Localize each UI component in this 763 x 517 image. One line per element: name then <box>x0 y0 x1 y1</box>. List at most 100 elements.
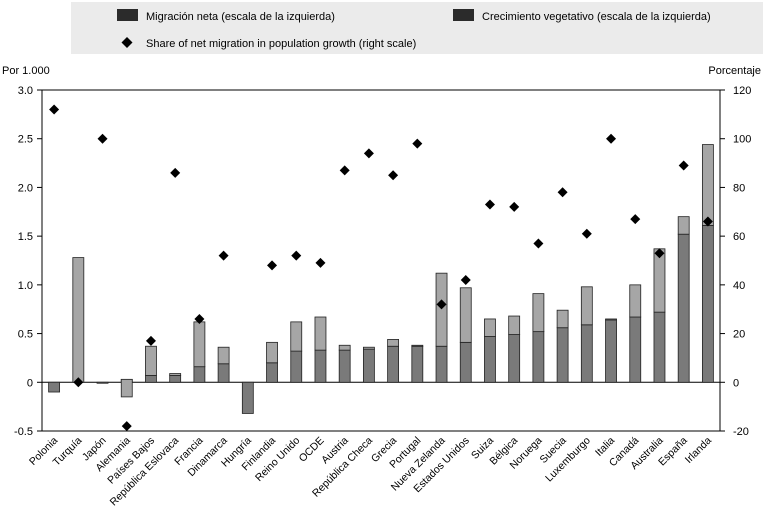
bar-net-migration <box>411 345 424 383</box>
bar-natural-increase <box>72 257 85 383</box>
bar-natural-increase <box>677 216 690 235</box>
bar-natural-increase <box>145 345 157 376</box>
share-marker <box>606 133 617 144</box>
share-marker <box>412 138 423 149</box>
bar-natural-increase <box>580 286 593 326</box>
bar-net-migration <box>508 334 521 383</box>
share-marker <box>315 257 326 268</box>
bar-natural-increase <box>96 381 109 384</box>
bar-natural-increase <box>169 373 182 376</box>
right-tick-label: -20 <box>733 426 749 438</box>
bar-natural-increase <box>701 144 714 226</box>
share-marker <box>702 216 713 227</box>
bar-natural-increase <box>508 315 521 335</box>
left-tick-label: 1.0 <box>18 280 33 292</box>
bar-net-migration <box>314 349 327 383</box>
bar-net-migration <box>653 311 666 383</box>
right-tick-label: 60 <box>733 231 745 243</box>
left-tick-label: 2.0 <box>18 182 33 194</box>
legend: Migración neta (escala de la izquierda) … <box>71 2 763 54</box>
bar-natural-increase <box>217 346 230 365</box>
bar-natural-increase <box>653 248 666 313</box>
left-tick-label: -0.5 <box>14 426 33 438</box>
bar-natural-increase <box>290 321 303 352</box>
bar-net-migration <box>629 316 642 383</box>
category-label: Irlanda <box>683 435 714 466</box>
bars <box>48 144 714 414</box>
bar-natural-increase <box>435 272 448 347</box>
share-markers <box>49 104 713 432</box>
share-marker <box>557 187 568 198</box>
legend-label-natural: Crecimiento vegetativo (escala de la izq… <box>482 11 711 23</box>
share-marker <box>630 214 641 225</box>
bar-natural-increase <box>387 339 400 347</box>
bar-net-migration <box>290 350 303 383</box>
bar-net-migration <box>701 225 714 383</box>
bar-net-migration <box>338 349 351 383</box>
left-tick-label: 1.5 <box>18 231 33 243</box>
right-tick-label: 0 <box>733 377 739 389</box>
share-marker <box>388 170 399 181</box>
bar-natural-increase <box>314 316 327 351</box>
bar-net-migration <box>435 345 448 383</box>
bar-net-migration <box>605 319 617 383</box>
legend-marker-share <box>121 37 133 48</box>
bar-natural-increase <box>193 321 206 368</box>
share-marker <box>436 299 447 310</box>
share-marker <box>73 377 84 388</box>
share-marker <box>291 250 302 261</box>
legend-background <box>71 2 763 54</box>
share-marker <box>484 199 495 210</box>
share-marker <box>533 238 544 249</box>
left-tick-label: 3.0 <box>18 85 33 97</box>
bar-net-migration <box>241 381 254 414</box>
bar-net-migration <box>484 336 496 383</box>
share-marker <box>97 133 108 144</box>
share-marker <box>339 165 350 176</box>
bar-net-migration <box>556 327 569 383</box>
bar-natural-increase <box>120 378 133 398</box>
bar-net-migration <box>532 331 545 383</box>
bar-natural-increase <box>362 346 375 350</box>
legend-swatch-migration <box>117 9 138 21</box>
right-tick-label: 100 <box>733 134 751 146</box>
bar-net-migration <box>217 363 230 383</box>
bar-net-migration <box>387 345 400 383</box>
bar-natural-increase <box>266 341 278 364</box>
share-marker <box>267 260 278 271</box>
share-marker <box>581 228 592 239</box>
left-axis-unit: Por 1.000 <box>2 65 50 77</box>
share-marker <box>218 250 229 261</box>
share-marker <box>145 335 156 346</box>
bar-net-migration <box>48 381 61 393</box>
legend-label-share: Share of net migration in population gro… <box>146 38 416 50</box>
legend-label-migration: Migración neta (escala de la izquierda) <box>146 11 335 23</box>
bar-net-migration <box>145 375 157 383</box>
bar-natural-increase <box>484 318 496 337</box>
share-marker <box>363 148 374 159</box>
bar-net-migration <box>459 341 472 383</box>
left-tick-label: 2.5 <box>18 134 33 146</box>
left-tick-label: 0 <box>27 377 33 389</box>
share-marker <box>121 421 132 432</box>
share-marker <box>678 160 689 171</box>
share-marker <box>654 248 665 259</box>
bar-net-migration <box>580 324 593 383</box>
bar-natural-increase <box>605 318 617 321</box>
right-tick-label: 120 <box>733 85 751 97</box>
bar-net-migration <box>362 348 375 383</box>
bar-natural-increase <box>459 287 472 343</box>
left-tick-label: 0.5 <box>18 329 33 341</box>
share-marker <box>170 167 181 178</box>
bar-net-migration <box>677 233 690 383</box>
bar-natural-increase <box>556 309 569 329</box>
plot-frame <box>41 89 721 432</box>
share-marker <box>194 313 205 324</box>
bar-net-migration <box>266 362 278 383</box>
bar-natural-increase <box>532 293 545 333</box>
share-marker <box>49 104 60 115</box>
right-axis-unit: Porcentaje <box>708 65 761 77</box>
legend-swatch-natural <box>453 9 474 21</box>
